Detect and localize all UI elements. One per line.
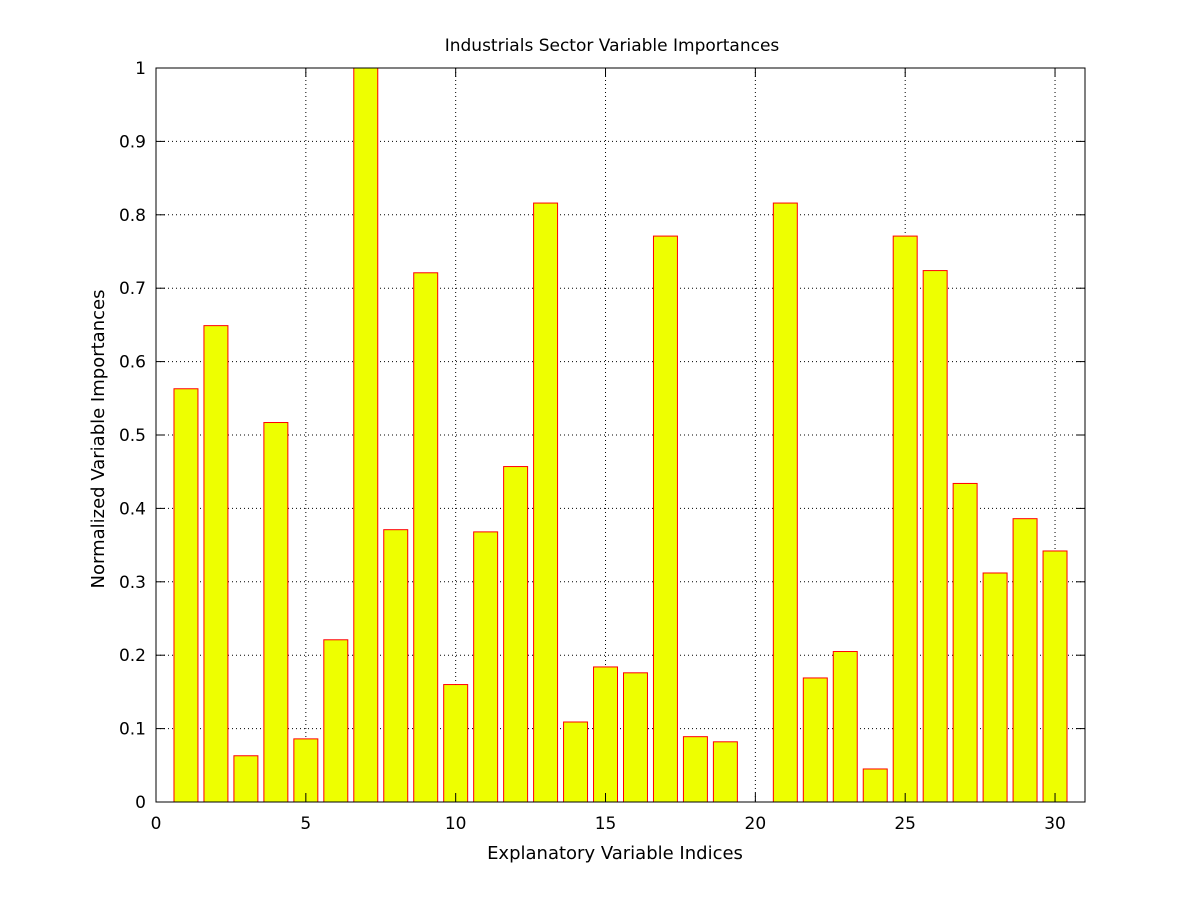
x-tick-label: 10 bbox=[445, 814, 467, 834]
y-axis-label: Normalized Variable Importances bbox=[88, 290, 109, 589]
bar-16 bbox=[622, 672, 648, 803]
bar-11 bbox=[473, 531, 499, 803]
y-tick-label: 0.6 bbox=[119, 353, 146, 373]
y-tick-labels: 0 0.1 0.2 0.3 0.4 0.5 0.6 0.7 0.8 0.9 1 bbox=[119, 59, 146, 813]
y-tick-label: 0.4 bbox=[119, 499, 146, 519]
bar-28 bbox=[982, 572, 1008, 803]
bar-3 bbox=[233, 755, 259, 803]
x-tick-label: 25 bbox=[894, 814, 916, 834]
bar-17 bbox=[652, 235, 678, 803]
bar-22 bbox=[802, 677, 828, 803]
bar-18 bbox=[682, 736, 708, 803]
bar-14 bbox=[563, 721, 589, 803]
bar-30 bbox=[1042, 550, 1068, 803]
y-tick-label: 0.7 bbox=[119, 279, 146, 299]
bar-8 bbox=[383, 529, 409, 803]
bar-7 bbox=[353, 67, 379, 803]
x-tick-label: 15 bbox=[595, 814, 617, 834]
bar-15 bbox=[593, 666, 619, 803]
y-tick-label: 0.9 bbox=[119, 132, 146, 152]
grid-lines bbox=[156, 68, 1085, 802]
bar-29 bbox=[1012, 518, 1038, 803]
bar-12 bbox=[503, 466, 529, 803]
x-tick-label: 0 bbox=[151, 814, 162, 834]
y-tick-label: 0 bbox=[135, 793, 146, 813]
bar-9 bbox=[413, 272, 439, 803]
bar-21 bbox=[772, 202, 798, 803]
x-tick-labels: 0 5 10 15 20 25 30 bbox=[151, 814, 1066, 834]
bar-6 bbox=[323, 639, 349, 803]
y-tick-label: 0.2 bbox=[119, 646, 146, 666]
bar-19 bbox=[712, 741, 738, 803]
axis-ticks bbox=[155, 67, 1085, 803]
chart-title: Industrials Sector Variable Importances bbox=[445, 36, 780, 56]
y-tick-label: 0.8 bbox=[119, 206, 146, 226]
bar-26 bbox=[922, 270, 948, 803]
bar-5 bbox=[293, 738, 319, 803]
y-tick-label: 0.5 bbox=[119, 426, 146, 446]
bar-23 bbox=[832, 651, 858, 803]
bars bbox=[173, 67, 1068, 803]
x-tick-label: 5 bbox=[300, 814, 311, 834]
y-tick-label: 0.1 bbox=[119, 720, 146, 740]
x-tick-label: 30 bbox=[1044, 814, 1066, 834]
bar-2 bbox=[203, 325, 229, 803]
bar-1 bbox=[173, 388, 199, 803]
x-axis-label: Explanatory Variable Indices bbox=[487, 843, 743, 864]
bar-4 bbox=[263, 422, 289, 803]
x-tick-label: 20 bbox=[745, 814, 767, 834]
bar-24 bbox=[862, 768, 888, 803]
y-tick-label: 1 bbox=[135, 59, 146, 79]
bar-27 bbox=[952, 482, 978, 803]
bar-10 bbox=[443, 684, 469, 803]
y-tick-label: 0.3 bbox=[119, 573, 146, 593]
bar-25 bbox=[892, 235, 918, 803]
bar-13 bbox=[533, 202, 559, 803]
